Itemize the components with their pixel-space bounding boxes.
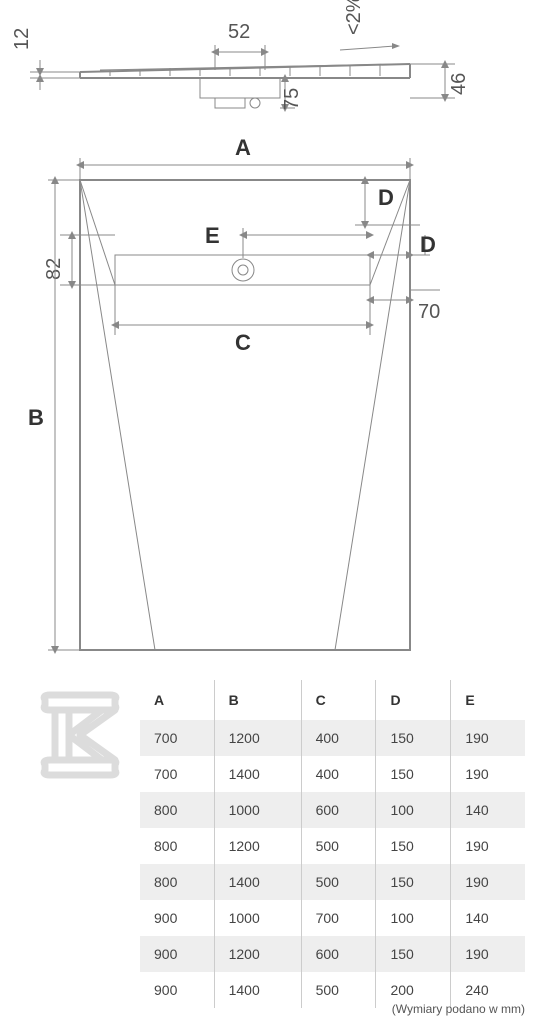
table-cell: 1200 [214, 936, 301, 972]
table-cell: 1200 [214, 720, 301, 756]
dim-70: 70 [418, 301, 440, 323]
table-row: 9001000700100140 [140, 900, 525, 936]
table-cell: 1000 [214, 792, 301, 828]
table-row: 7001200400150190 [140, 720, 525, 756]
table-cell: 150 [376, 864, 451, 900]
label-D-side: D [420, 232, 436, 257]
dimension-table-wrap: A B C D E 700120040015019070014004001501… [140, 680, 555, 1008]
table-cell: 190 [451, 720, 525, 756]
label-B: B [28, 405, 44, 430]
table-cell: 150 [376, 720, 451, 756]
table-row: 8001400500150190 [140, 864, 525, 900]
table-row: 9001200600150190 [140, 936, 525, 972]
dim-slope: <2% [343, 0, 365, 35]
dim-12: 12 [11, 28, 33, 50]
table-row: 8001000600100140 [140, 792, 525, 828]
table-cell: 400 [301, 720, 376, 756]
table-cell: 700 [140, 756, 214, 792]
table-cell: 900 [140, 900, 214, 936]
table-cell: 700 [140, 720, 214, 756]
table-cell: 150 [376, 756, 451, 792]
table-cell: 900 [140, 936, 214, 972]
table-cell: 900 [140, 972, 214, 1008]
table-cell: 100 [376, 792, 451, 828]
table-cell: 1400 [214, 864, 301, 900]
label-C: C [235, 330, 251, 355]
table-cell: 150 [376, 828, 451, 864]
table-cell: 190 [451, 936, 525, 972]
table-cell: 140 [451, 900, 525, 936]
table-row: 7001400400150190 [140, 756, 525, 792]
col-A: A [140, 680, 214, 720]
table-cell: 800 [140, 792, 214, 828]
diagram-svg: 12 52 75 <2% 46 A D [0, 0, 555, 670]
technical-diagram: 12 52 75 <2% 46 A D [0, 0, 555, 670]
dim-75: 75 [281, 88, 303, 110]
col-E: E [451, 680, 525, 720]
table-row: 8001200500150190 [140, 828, 525, 864]
table-cell: 100 [376, 900, 451, 936]
table-cell: 500 [301, 828, 376, 864]
logo-k [30, 685, 130, 785]
table-cell: 500 [301, 864, 376, 900]
col-D: D [376, 680, 451, 720]
table-cell: 700 [301, 900, 376, 936]
table-cell: 1400 [214, 972, 301, 1008]
table-cell: 190 [451, 864, 525, 900]
table-cell: 500 [301, 972, 376, 1008]
col-C: C [301, 680, 376, 720]
label-D-top: D [378, 185, 394, 210]
table-cell: 190 [451, 756, 525, 792]
table-cell: 800 [140, 864, 214, 900]
table-cell: 800 [140, 828, 214, 864]
table-cell: 1400 [214, 756, 301, 792]
bottom-section: A B C D E 700120040015019070014004001501… [0, 680, 555, 1008]
table-header-row: A B C D E [140, 680, 525, 720]
table-cell: 150 [376, 936, 451, 972]
table-cell: 600 [301, 936, 376, 972]
table-cell: 190 [451, 828, 525, 864]
dim-52: 52 [228, 21, 250, 43]
table-cell: 600 [301, 792, 376, 828]
label-A: A [235, 135, 251, 160]
label-E: E [205, 223, 220, 248]
table-cell: 1000 [214, 900, 301, 936]
footnote: (Wymiary podano w mm) [392, 1002, 525, 1016]
table-cell: 400 [301, 756, 376, 792]
table-cell: 140 [451, 792, 525, 828]
table-cell: 1200 [214, 828, 301, 864]
dim-82: 82 [43, 258, 65, 280]
dim-46: 46 [448, 73, 470, 95]
dimension-table: A B C D E 700120040015019070014004001501… [140, 680, 525, 1008]
col-B: B [214, 680, 301, 720]
